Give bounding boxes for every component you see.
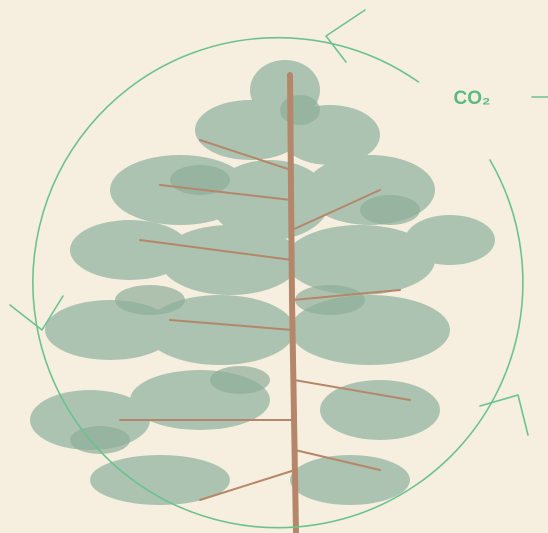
arrow-head [479,394,529,436]
arrow-head [325,9,366,63]
cycle-circle [32,36,524,529]
co2-label: CO₂ [454,88,491,109]
tree [30,60,495,533]
arrow-head [9,295,64,331]
